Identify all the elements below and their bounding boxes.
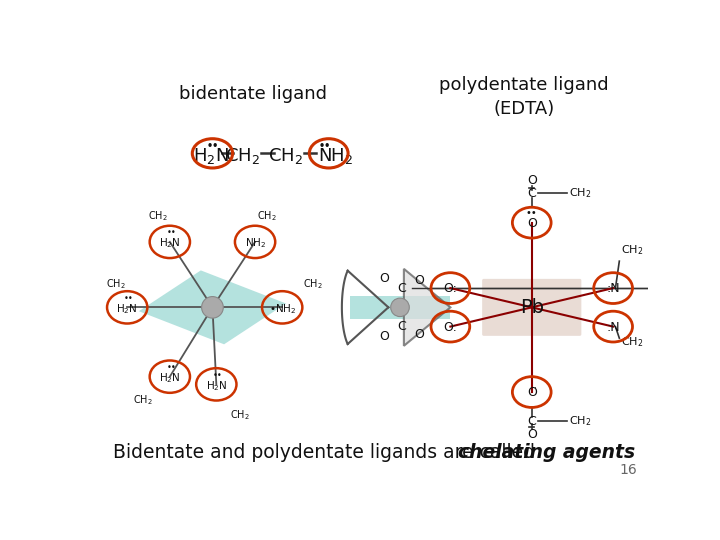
- Text: ••: ••: [166, 363, 176, 372]
- Circle shape: [391, 298, 409, 316]
- Text: C: C: [527, 187, 536, 200]
- Text: C: C: [527, 415, 536, 428]
- Polygon shape: [139, 271, 286, 345]
- Polygon shape: [350, 296, 451, 319]
- Text: :N: :N: [606, 282, 620, 295]
- Text: C: C: [397, 320, 406, 333]
- Text: O:: O:: [444, 282, 457, 295]
- Text: CH$_2$: CH$_2$: [225, 146, 260, 166]
- Text: Bidentate and polydentate ligands are called: Bidentate and polydentate ligands are ca…: [113, 443, 541, 462]
- FancyBboxPatch shape: [482, 279, 581, 336]
- Text: CH$_2$: CH$_2$: [569, 186, 591, 200]
- Text: CH$_2$: CH$_2$: [230, 408, 249, 422]
- Text: O: O: [415, 274, 424, 287]
- Text: CH$_2$: CH$_2$: [257, 210, 276, 224]
- Text: H$_2$N: H$_2$N: [159, 237, 181, 251]
- Text: Ö: Ö: [527, 386, 536, 399]
- Text: H$_2$N: H$_2$N: [193, 146, 229, 166]
- Text: ••: ••: [526, 208, 538, 218]
- Text: CH$_2$: CH$_2$: [148, 210, 168, 224]
- Text: O: O: [379, 330, 390, 343]
- Text: H$_2$N: H$_2$N: [205, 379, 227, 393]
- Text: NH$_2$: NH$_2$: [318, 146, 353, 166]
- Text: •NH$_2$: •NH$_2$: [269, 302, 296, 316]
- Text: CH$_2$: CH$_2$: [268, 146, 303, 166]
- Text: ••: ••: [124, 294, 134, 302]
- Text: O: O: [527, 428, 536, 441]
- Text: CH$_2$: CH$_2$: [303, 278, 323, 291]
- Text: CH$_2$: CH$_2$: [621, 335, 643, 349]
- Text: Pb: Pb: [520, 298, 544, 317]
- Text: ••: ••: [319, 140, 331, 151]
- Text: H$_2$N: H$_2$N: [159, 372, 181, 385]
- Text: NH$_2$: NH$_2$: [245, 237, 266, 251]
- Text: H$_2$N: H$_2$N: [117, 302, 138, 316]
- Text: :N: :N: [606, 321, 620, 334]
- Text: polydentate ligand
(EDTA): polydentate ligand (EDTA): [439, 76, 609, 118]
- Circle shape: [202, 296, 223, 318]
- Text: CH$_2$: CH$_2$: [621, 242, 643, 256]
- Text: ••: ••: [166, 228, 176, 237]
- Text: CH$_2$: CH$_2$: [569, 414, 591, 428]
- Text: CH$_2$: CH$_2$: [106, 278, 125, 291]
- Text: O: O: [415, 328, 424, 341]
- Text: ••: ••: [207, 140, 219, 151]
- Text: O:: O:: [444, 321, 457, 334]
- Text: bidentate ligand: bidentate ligand: [179, 85, 327, 103]
- Text: C: C: [397, 281, 406, 295]
- Text: O: O: [527, 174, 536, 187]
- Text: ••: ••: [213, 370, 222, 380]
- Text: 16: 16: [620, 463, 637, 477]
- Text: O: O: [527, 217, 536, 230]
- Polygon shape: [404, 269, 451, 346]
- Text: O: O: [379, 272, 390, 285]
- Text: chelating agents: chelating agents: [458, 443, 635, 462]
- Text: CH$_2$: CH$_2$: [132, 393, 153, 407]
